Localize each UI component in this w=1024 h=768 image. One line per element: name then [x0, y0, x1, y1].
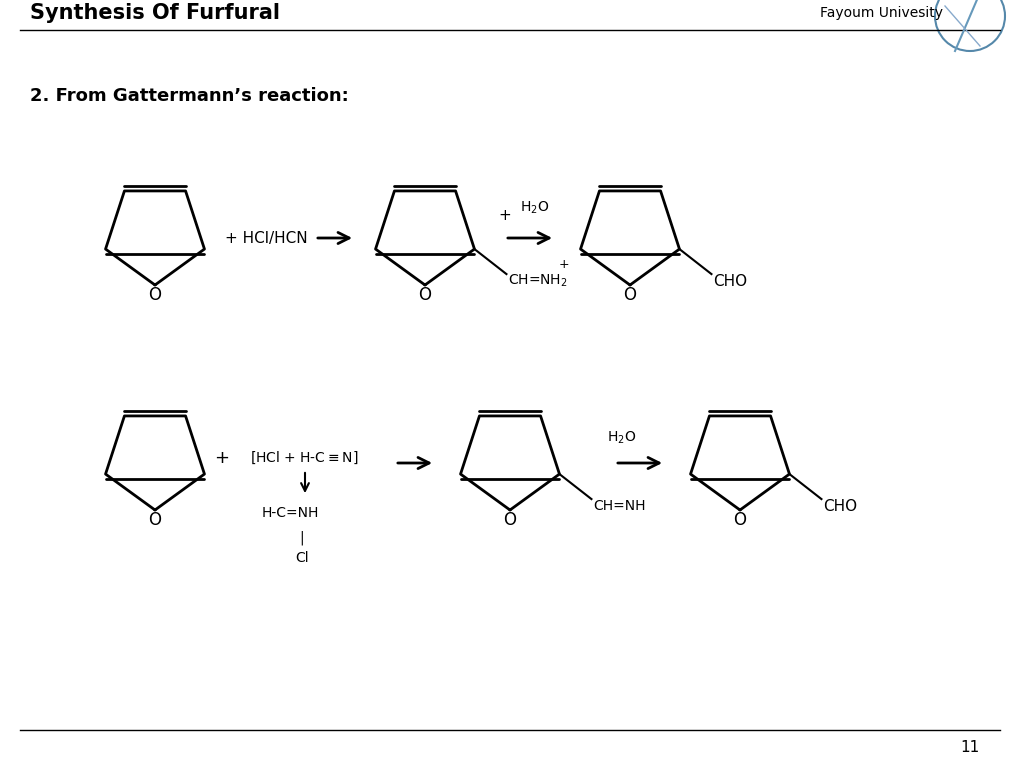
Text: H$_2$O: H$_2$O: [520, 200, 550, 217]
Text: Fayoum Univesity: Fayoum Univesity: [820, 6, 943, 20]
Text: CHO: CHO: [714, 273, 748, 289]
Text: + HCl/HCN: + HCl/HCN: [225, 230, 307, 246]
Text: O: O: [733, 511, 746, 529]
Text: H$_2$O: H$_2$O: [607, 430, 637, 446]
Text: CHO: CHO: [823, 498, 857, 514]
Text: H-C=NH: H-C=NH: [262, 506, 319, 520]
Text: CH=NH$_2$: CH=NH$_2$: [509, 273, 568, 290]
Text: +: +: [214, 449, 229, 467]
Text: |: |: [300, 531, 304, 545]
Text: [HCl + H-C$\equiv$N]: [HCl + H-C$\equiv$N]: [250, 450, 358, 466]
Text: 11: 11: [961, 740, 980, 756]
Text: +: +: [558, 257, 569, 270]
Text: O: O: [419, 286, 431, 304]
Text: O: O: [624, 286, 637, 304]
Text: O: O: [148, 286, 162, 304]
Text: O: O: [504, 511, 516, 529]
Text: Cl: Cl: [295, 551, 309, 565]
Text: Synthesis Of Furfural: Synthesis Of Furfural: [30, 3, 280, 23]
Text: 2. From Gattermann’s reaction:: 2. From Gattermann’s reaction:: [30, 87, 349, 105]
Text: O: O: [148, 511, 162, 529]
Text: CH=NH: CH=NH: [594, 499, 646, 513]
Text: +: +: [499, 207, 511, 223]
